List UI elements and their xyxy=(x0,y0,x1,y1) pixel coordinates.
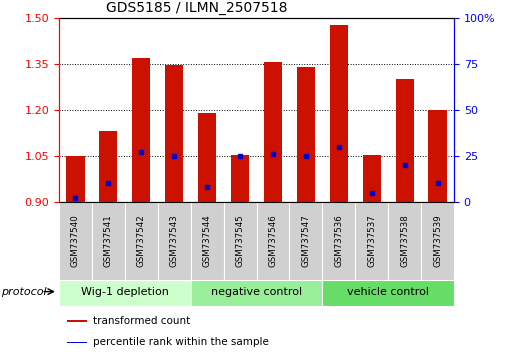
Text: percentile rank within the sample: percentile rank within the sample xyxy=(93,337,269,348)
Text: GSM737536: GSM737536 xyxy=(334,214,343,267)
Bar xyxy=(396,79,413,202)
Bar xyxy=(67,320,87,322)
Text: GDS5185 / ILMN_2507518: GDS5185 / ILMN_2507518 xyxy=(106,1,288,15)
Text: GSM737543: GSM737543 xyxy=(170,214,179,267)
Text: negative control: negative control xyxy=(211,287,302,297)
Text: GSM737546: GSM737546 xyxy=(268,214,278,267)
Bar xyxy=(66,156,85,202)
Bar xyxy=(363,155,381,202)
Bar xyxy=(256,202,289,280)
Bar xyxy=(198,113,216,202)
Bar xyxy=(330,25,348,202)
Bar xyxy=(264,62,282,202)
Bar xyxy=(158,202,191,280)
Bar xyxy=(59,202,92,280)
Bar xyxy=(224,202,256,280)
Text: GSM737538: GSM737538 xyxy=(400,214,409,267)
Bar xyxy=(92,202,125,280)
Bar xyxy=(322,280,454,306)
Text: transformed count: transformed count xyxy=(93,316,190,326)
Bar xyxy=(165,65,183,202)
Text: GSM737541: GSM737541 xyxy=(104,214,113,267)
Text: vehicle control: vehicle control xyxy=(347,287,429,297)
Text: GSM737544: GSM737544 xyxy=(203,214,212,267)
Text: GSM737542: GSM737542 xyxy=(137,214,146,267)
Bar xyxy=(191,280,322,306)
Text: Wig-1 depletion: Wig-1 depletion xyxy=(81,287,169,297)
Bar xyxy=(132,58,150,202)
Bar xyxy=(428,110,447,202)
Text: GSM737545: GSM737545 xyxy=(235,214,245,267)
Text: GSM737540: GSM737540 xyxy=(71,214,80,267)
Text: GSM737539: GSM737539 xyxy=(433,215,442,267)
Bar xyxy=(67,342,87,343)
Bar xyxy=(191,202,224,280)
Bar xyxy=(289,202,322,280)
Bar xyxy=(322,202,355,280)
Text: GSM737547: GSM737547 xyxy=(301,214,310,267)
Text: protocol: protocol xyxy=(1,287,47,297)
Bar xyxy=(59,280,191,306)
Bar xyxy=(421,202,454,280)
Bar xyxy=(297,67,315,202)
Bar xyxy=(231,155,249,202)
Text: GSM737537: GSM737537 xyxy=(367,214,376,267)
Bar xyxy=(100,131,117,202)
Bar xyxy=(388,202,421,280)
Bar xyxy=(125,202,158,280)
Bar xyxy=(355,202,388,280)
